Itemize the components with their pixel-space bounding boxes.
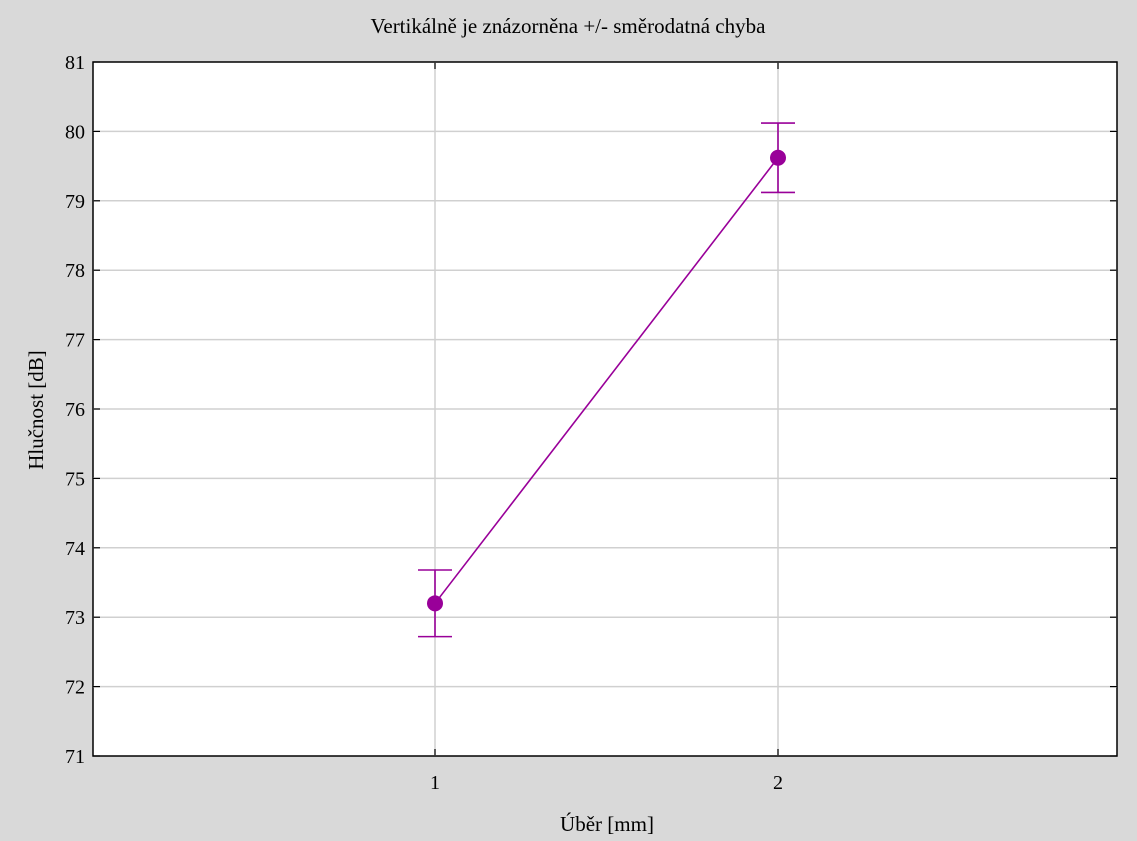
chart-title: Vertikálně je znázorněna +/- směrodatná … xyxy=(371,14,767,38)
x-tick-label: 2 xyxy=(773,772,783,794)
y-tick-label: 76 xyxy=(65,399,85,421)
y-tick-label: 79 xyxy=(65,191,85,213)
y-axis-title: Hlučnost [dB] xyxy=(24,350,48,470)
data-point xyxy=(427,595,443,612)
gridlines xyxy=(93,62,1117,756)
y-tick-label: 78 xyxy=(65,260,85,282)
y-axis-ticks: 71 72 73 74 75 76 77 78 79 80 81 xyxy=(65,52,1117,768)
y-tick-label: 72 xyxy=(65,677,85,699)
y-tick-label: 80 xyxy=(65,121,85,143)
series-line xyxy=(434,157,779,604)
y-tick-label: 75 xyxy=(65,468,85,490)
y-tick-label: 77 xyxy=(65,330,85,352)
series-group xyxy=(418,122,795,638)
x-axis-title: Úběr [mm] xyxy=(560,812,654,836)
y-tick-label: 74 xyxy=(65,538,85,560)
y-tick-label: 71 xyxy=(65,746,85,768)
x-tick-label: 1 xyxy=(430,772,440,794)
y-tick-label: 81 xyxy=(65,52,85,74)
data-point xyxy=(770,149,786,166)
y-tick-label: 73 xyxy=(65,607,85,629)
